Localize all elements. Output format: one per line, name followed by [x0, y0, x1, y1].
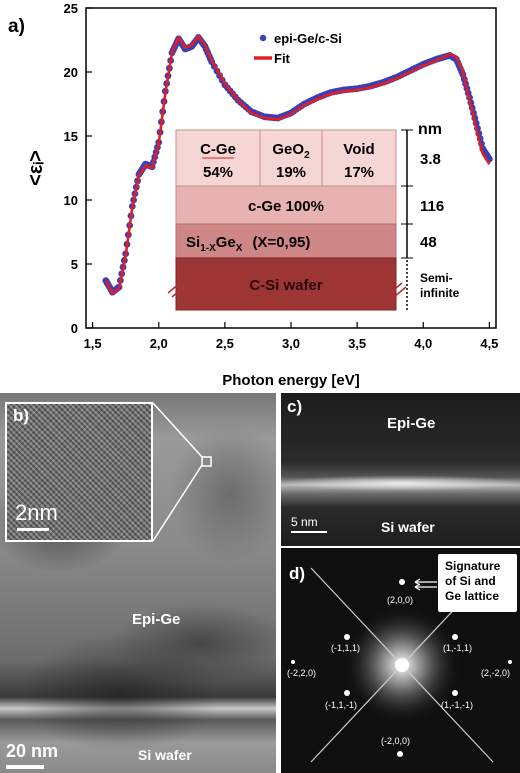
legend-label-fit: Fit — [274, 51, 291, 66]
fft-pattern-drawing — [291, 567, 512, 763]
x-axis-ticks: 1,5 2,0 2,5 3,0 3,5 4,0 4,5 — [84, 322, 498, 351]
x-tick-label: 3,0 — [282, 336, 300, 351]
panel-label-a: a) — [8, 16, 25, 37]
spot-label-m111: (-1,1,1) — [331, 643, 361, 653]
zoom-line-bottom — [152, 464, 203, 542]
scale-label-c: 5 nm — [291, 515, 318, 529]
y-tick-label: 20 — [64, 65, 78, 80]
lattice-note-line2: of Si and — [445, 574, 496, 588]
x-tick-label: 4,5 — [480, 336, 498, 351]
layer-si-wafer-label: C-Si wafer — [249, 277, 323, 294]
panel-c-tem-image: c) Epi-Ge 5 nm Si wafer — [281, 393, 520, 546]
spot-m200 — [397, 751, 403, 757]
thickness-row1: 3.8 — [420, 151, 441, 168]
cell-geo2-pct: 19% — [276, 164, 306, 181]
y-tick-label: 0 — [71, 321, 78, 336]
legend-marker-epi — [259, 34, 267, 42]
y-axis-label: <εᵢ> — [25, 150, 47, 186]
main-scale-label: 20 nm — [6, 741, 59, 761]
spot-m111 — [344, 634, 350, 640]
cell-void-pct: 17% — [344, 164, 374, 181]
scale-bar-c — [291, 531, 327, 533]
break-mark-left — [167, 282, 185, 298]
lattice-note-line1: Signature — [445, 559, 501, 573]
thickness-row4-a: Semi- — [420, 271, 453, 285]
inset-scale-label: 2nm — [15, 500, 58, 525]
x-axis-label: Photon energy [eV] — [222, 372, 360, 389]
thickness-row2: 116 — [420, 198, 444, 215]
break-mark-right — [389, 282, 407, 298]
spot-1m1m1 — [452, 690, 458, 696]
y-axis-ticks: 0 5 10 15 20 25 — [64, 1, 92, 336]
lattice-note-box: Signature of Si and Ge lattice — [438, 554, 517, 612]
panel-b-tem-image: b) 2nm Epi-Ge 20 nm Si wafer — [0, 393, 276, 773]
dielectric-function-plot: a) 1,5 2,0 2,5 3,0 3,5 4,0 4,5 0 5 10 15 20 25 Phot… — [8, 1, 498, 389]
x-tick-label: 2,5 — [216, 336, 234, 351]
lattice-note-line3: Ge lattice — [445, 589, 500, 603]
label-epi-ge-c: Epi-Ge — [387, 415, 436, 432]
x-tick-label: 4,0 — [414, 336, 432, 351]
layer-sige-label: Si1-XGeX (X=0,95) — [186, 234, 310, 254]
y-tick-label: 10 — [64, 193, 78, 208]
thickness-row3: 48 — [420, 234, 437, 251]
zoom-box — [201, 456, 212, 467]
legend-label-epi: epi-Ge/c-Si — [274, 31, 342, 46]
x-tick-label: 1,5 — [84, 336, 102, 351]
hrtem-inset: b) 2nm — [5, 402, 153, 542]
thickness-unit: nm — [418, 121, 442, 138]
stack-cell-void — [321, 129, 397, 187]
spot-label-m200: (-2,0,0) — [381, 736, 411, 746]
spot-label-2m20: (2,-2,0) — [481, 668, 511, 678]
cell-void-name: Void — [343, 141, 374, 158]
spot-label-200: (2,0,0) — [387, 595, 414, 605]
panel-label-b: b) — [13, 406, 30, 425]
panel-d-fft-pattern: d) Signature of Si and Ge lattice (2,0,0… — [281, 548, 520, 773]
spot-label-1m11: (1,-1,1) — [443, 643, 473, 653]
thickness-row4-b: infinite — [420, 286, 460, 300]
stack-layer-si-wafer — [175, 257, 397, 311]
spot-200 — [399, 579, 405, 585]
series-layer — [102, 34, 493, 296]
cell-geo2-name: GeO2 — [272, 141, 310, 161]
cell-cge-pct: 54% — [203, 164, 233, 181]
x-tick-label: 3,5 — [348, 336, 366, 351]
spot-m220 — [291, 660, 295, 664]
spot-label-1m1m1: (1,-1,-1) — [441, 700, 474, 710]
y-tick-label: 25 — [64, 1, 78, 16]
cell-cge-name: C-Ge — [200, 141, 236, 158]
legend: epi-Ge/c-Si Fit — [254, 31, 342, 66]
label-si-wafer-c: Si wafer — [381, 519, 435, 535]
spot-m11m1 — [344, 690, 350, 696]
arrow-heads — [414, 578, 421, 591]
fit-line — [104, 34, 491, 295]
central-spot — [395, 658, 409, 672]
zoom-line-top — [152, 402, 203, 458]
stack-layer-sige — [175, 223, 397, 259]
spot-1m11 — [452, 634, 458, 640]
panel-label-c: c) — [287, 397, 303, 416]
y-tick-label: 15 — [64, 129, 78, 144]
spot-label-m11m1: (-1,1,-1) — [325, 700, 358, 710]
y-tick-label: 5 — [71, 257, 78, 272]
inset-scale-bar — [17, 528, 49, 531]
zoom-lines — [152, 402, 212, 542]
layer-stack-model: C-Ge 54% GeO2 19% Void 17% c-Ge 100% Si1… — [167, 121, 460, 312]
spot-2m20 — [508, 660, 512, 664]
layer-cge-label: c-Ge 100% — [248, 198, 324, 215]
panel-label-d: d) — [289, 564, 306, 583]
label-si-wafer-b: Si wafer — [138, 747, 192, 763]
panel-a-chart: a) 1,5 2,0 2,5 3,0 3,5 4,0 4,5 0 5 10 15 20 25 Phot… — [8, 1, 498, 389]
spot-label-m220: (-2,2,0) — [287, 668, 317, 678]
main-scale-bar — [6, 765, 44, 769]
x-tick-label: 2,0 — [150, 336, 168, 351]
label-epi-ge-b: Epi-Ge — [132, 611, 181, 628]
stack-layer-cge — [175, 185, 397, 225]
